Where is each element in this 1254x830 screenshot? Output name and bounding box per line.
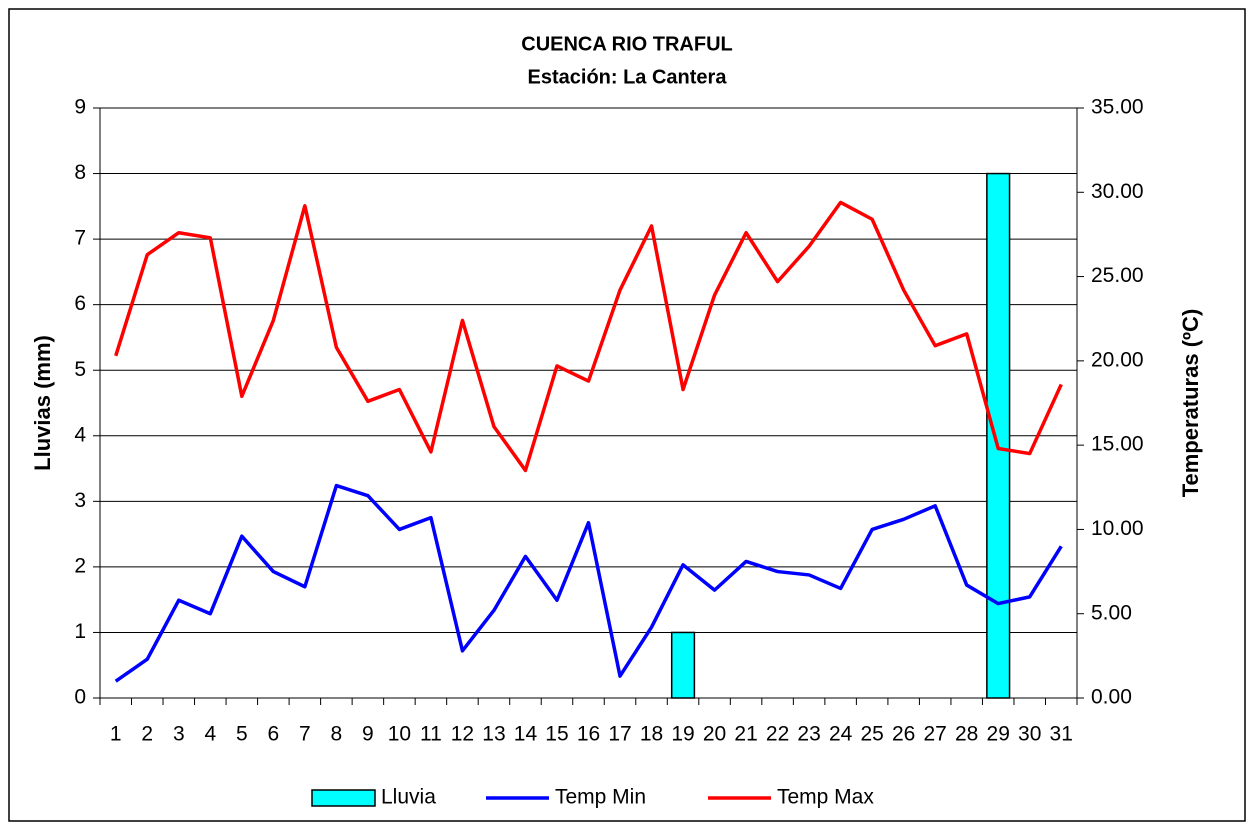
y-tick-label: 3 <box>74 489 86 512</box>
x-tick-label: 19 <box>671 723 694 746</box>
x-tick-label: 18 <box>640 723 663 746</box>
x-tick-label: 25 <box>860 723 883 746</box>
y-tick-label: 9 <box>74 96 86 119</box>
x-tick-label: 13 <box>482 723 505 746</box>
y2-tick-label: 0.00 <box>1091 686 1132 709</box>
x-tick-label: 24 <box>829 723 853 746</box>
x-tick-label: 28 <box>955 723 978 746</box>
line <box>114 483 1063 683</box>
x-tick-label: 12 <box>451 723 474 746</box>
x-tick-label: 16 <box>577 723 600 746</box>
x-tick-label: 21 <box>734 723 757 746</box>
x-tick-label: 15 <box>545 723 568 746</box>
y-tick-label: 6 <box>74 292 86 315</box>
legend-label: Temp Min <box>555 786 646 809</box>
bar <box>986 172 1011 699</box>
x-tick-label: 2 <box>141 723 153 746</box>
x-tick-label: 29 <box>987 723 1010 746</box>
x-tick-label: 30 <box>1018 723 1041 746</box>
y-tick-label: 0 <box>74 686 86 709</box>
x-tick-label: 10 <box>388 723 411 746</box>
chart-subtitle: Estación: La Cantera <box>528 66 728 88</box>
y2-tick-label: 10.00 <box>1091 517 1144 540</box>
x-tick-label: 14 <box>514 723 538 746</box>
x-tick-label: 11 <box>420 723 442 746</box>
x-tick-label: 22 <box>766 723 789 746</box>
x-tick-label: 7 <box>299 723 311 746</box>
y2-tick-label: 35.00 <box>1091 96 1144 119</box>
y2-tick-label: 5.00 <box>1091 601 1132 624</box>
legend-swatch <box>311 789 376 807</box>
x-tick-label: 6 <box>267 723 279 746</box>
x-tick-label: 1 <box>110 723 122 746</box>
x-tick-label: 4 <box>204 723 216 746</box>
x-tick-label: 26 <box>892 723 915 746</box>
y2-tick-label: 15.00 <box>1091 433 1144 456</box>
x-tick-label: 23 <box>797 723 820 746</box>
y2-tick-label: 30.00 <box>1091 180 1144 203</box>
y-tick-label: 5 <box>74 358 86 381</box>
y-tick-label: 2 <box>74 554 86 577</box>
x-tick-label: 5 <box>236 723 248 746</box>
y-axis-title: Lluvias (mm) <box>30 335 55 471</box>
y-tick-label: 7 <box>74 227 86 250</box>
y-tick-label: 4 <box>74 423 86 446</box>
y-tick-label: 1 <box>74 620 86 643</box>
legend-label: Temp Max <box>777 786 874 809</box>
chart-title: CUENCA RIO TRAFUL <box>521 33 732 55</box>
chart-border <box>8 8 1246 822</box>
x-tick-label: 17 <box>608 723 631 746</box>
x-tick-label: 20 <box>703 723 726 746</box>
line <box>114 200 1063 473</box>
x-tick-label: 9 <box>362 723 374 746</box>
y2-tick-label: 25.00 <box>1091 264 1144 287</box>
x-tick-label: 3 <box>173 723 185 746</box>
y2-axis-title: Temperaturas (ºC) <box>1178 309 1203 498</box>
y2-tick-label: 20.00 <box>1091 348 1144 371</box>
x-tick-label: 31 <box>1050 723 1073 746</box>
x-tick-label: 8 <box>331 723 343 746</box>
legend-label: Lluvia <box>381 786 436 809</box>
y-tick-label: 8 <box>74 161 86 184</box>
bar <box>670 631 696 699</box>
x-tick-label: 27 <box>923 723 946 746</box>
